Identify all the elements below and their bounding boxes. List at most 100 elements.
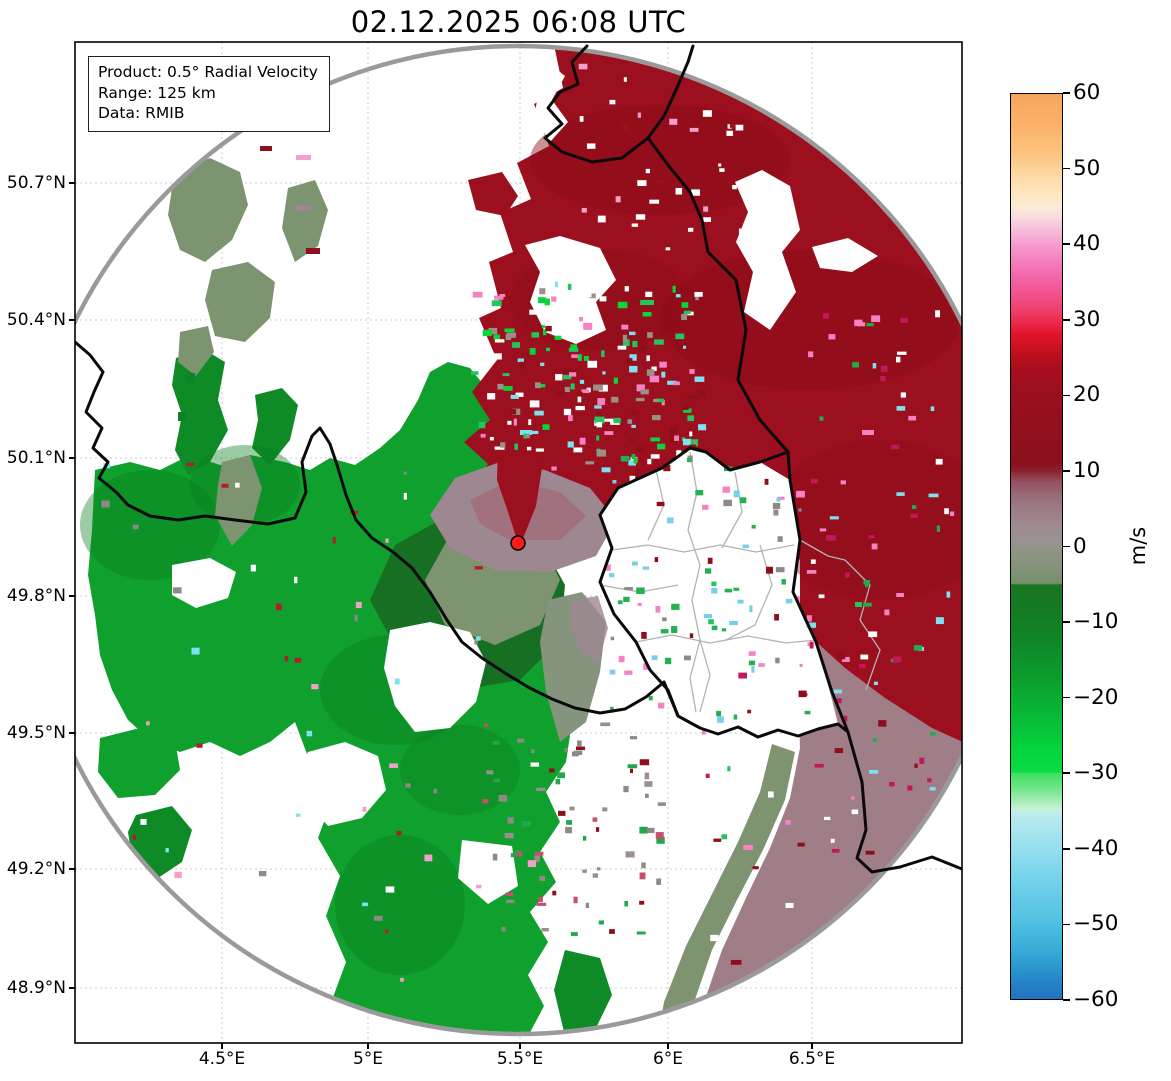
colorbar-tick-label: 60	[1073, 80, 1101, 105]
axes-frame	[74, 41, 963, 1044]
mauve-trail-south	[570, 596, 608, 664]
sage-nw-3	[282, 180, 328, 262]
y-tick-mark	[69, 987, 75, 989]
radar-site-dot	[510, 535, 526, 551]
colorbar-tick-mark	[1063, 394, 1070, 397]
x-tick-label: 5.5°E	[496, 1049, 544, 1069]
range-circle	[75, 43, 962, 1037]
colorbar-tick-mark	[1063, 696, 1070, 699]
green-patch-sw2	[128, 806, 192, 882]
y-tick-label: 49.5°N	[6, 723, 66, 743]
velocity-colorbar	[1010, 93, 1063, 1000]
white-hole-2	[735, 170, 800, 330]
y-tick-mark	[69, 182, 75, 184]
data-source-line: Data: RMIB	[98, 104, 185, 123]
colorbar-tick-label: 10	[1073, 457, 1101, 483]
colorbar-tick-label: 20	[1073, 382, 1101, 408]
red-stray-blob	[468, 172, 518, 216]
colorbar-units-label: m/s	[1126, 526, 1150, 566]
x-tick-mark	[811, 1043, 813, 1049]
red-main-mass	[464, 48, 962, 770]
plot-area	[75, 42, 962, 1043]
echo-accent	[862, 430, 874, 435]
colorbar-tick-mark	[1063, 167, 1070, 170]
y-tick-label: 49.2°N	[6, 859, 66, 879]
white-hole-7	[172, 558, 236, 608]
colorbar-tick-mark	[1063, 923, 1070, 926]
colorbar-tick-label: −20	[1073, 684, 1119, 710]
echo-accent	[640, 300, 654, 305]
echo-accent	[186, 373, 195, 383]
red-texture-4	[770, 440, 962, 600]
colorbar-tick-label: −50	[1073, 911, 1119, 937]
colorbar-tick-label: −40	[1073, 835, 1119, 861]
colorbar-tick-mark	[1063, 848, 1070, 850]
product-line: Product: 0.5° Radial Velocity	[98, 63, 318, 81]
colorbar-tick-mark	[1063, 545, 1070, 548]
echo-accent	[295, 205, 311, 211]
colorbar-tick-label: −30	[1073, 760, 1119, 786]
white-hole-8	[458, 840, 518, 904]
red-texture-1	[530, 105, 790, 215]
white-hole-6	[298, 742, 386, 826]
colorbar-tick-label: 50	[1073, 155, 1101, 181]
y-tick-label: 50.4°N	[6, 310, 66, 330]
green-texture-3	[335, 835, 465, 975]
sage-nw-1	[168, 158, 248, 262]
green-texture-5	[400, 725, 520, 815]
colorbar-tick-mark	[1063, 243, 1070, 245]
echo-accent	[260, 146, 272, 151]
colorbar-tick-mark	[1063, 772, 1070, 775]
x-tick-label: 5°E	[352, 1049, 384, 1069]
colorbar-tick-mark	[1063, 470, 1070, 472]
y-tick-mark	[69, 732, 75, 734]
x-tick-label: 4.5°E	[198, 1049, 246, 1069]
x-tick-mark	[221, 1043, 223, 1049]
sage-nw-5	[178, 326, 214, 376]
x-tick-label: 6.5°E	[788, 1049, 836, 1069]
echo-accent	[520, 430, 532, 435]
echo-accent	[296, 155, 311, 160]
white-hole-5	[384, 622, 486, 732]
green-texture-1	[80, 470, 220, 580]
colorbar-tick-mark	[1063, 621, 1070, 623]
y-tick-mark	[69, 595, 75, 597]
colorbar-tick-label: 30	[1073, 306, 1101, 332]
colorbar-tick-mark	[1063, 92, 1070, 94]
colorbar-tick-mark	[1063, 318, 1070, 321]
country-borders	[75, 44, 962, 874]
colorbar-tick-label: 40	[1073, 231, 1101, 257]
y-tick-label: 50.7°N	[6, 173, 66, 193]
green-patch-nw2	[252, 388, 298, 465]
y-tick-mark	[69, 319, 75, 321]
echo-accent	[306, 248, 320, 254]
x-tick-mark	[367, 1043, 369, 1049]
figure-title: 02.12.2025 06:08 UTC	[350, 5, 687, 39]
green-patch-sw1	[98, 728, 180, 798]
sage-nw-2	[205, 262, 275, 342]
x-tick-label: 6°E	[652, 1049, 684, 1069]
range-line: Range: 125 km	[98, 83, 216, 102]
x-tick-mark	[519, 1043, 521, 1049]
red-tongue	[497, 436, 542, 543]
echo-accent	[178, 412, 186, 421]
green-patch-s	[554, 950, 612, 1032]
y-tick-label: 48.9°N	[6, 978, 66, 998]
colorbar-tick-label: 0	[1073, 533, 1087, 559]
colorbar-tick-label: −10	[1073, 609, 1119, 635]
y-tick-mark	[69, 457, 75, 459]
colorbar-tick-mark	[1063, 999, 1070, 1001]
red-texture-2	[660, 250, 960, 390]
x-tick-mark	[667, 1043, 669, 1049]
y-tick-mark	[69, 868, 75, 870]
product-info-box: Product: 0.5° Radial Velocity Range: 125…	[88, 56, 330, 132]
speckle-noise	[101, 63, 955, 982]
district-borders	[599, 451, 881, 713]
sage-se-strip	[662, 744, 795, 1014]
velocity-field	[80, 48, 962, 1032]
white-hole-3	[812, 238, 878, 272]
colorbar-tick-label: −60	[1073, 987, 1119, 1012]
y-tick-label: 50.1°N	[6, 448, 66, 468]
